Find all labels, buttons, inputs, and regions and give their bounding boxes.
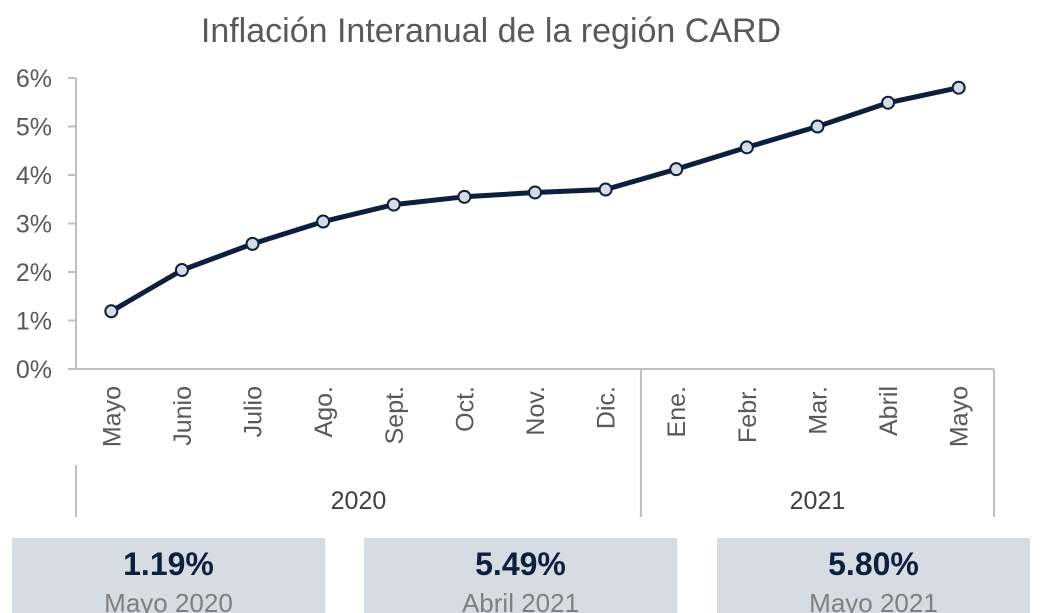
summary-card-may-2020: 1.19% Mayo 2020 [12,538,325,613]
data-point [245,236,260,251]
data-point [174,263,189,278]
y-tick-label: 6% [16,65,52,93]
x-tick-label: Mar. [804,386,832,435]
series-points [104,80,966,319]
x-tick-label: Sept. [381,386,409,444]
x-axis-year-groups: 2020 2021 [331,369,846,517]
y-axis-ticks: 0% 1% 2% 3% 4% 5% 6% [16,65,76,384]
year-group-label: 2021 [790,487,846,515]
data-point [598,182,613,197]
data-point [528,185,542,200]
data-point [316,214,331,229]
summary-card-may-2021: 5.80% Mayo 2021 [717,538,1030,613]
y-tick-label: 0% [16,356,52,384]
card-label: Mayo 2020 [104,588,233,613]
data-point [739,140,754,155]
summary-card-apr-2021: 5.49% Abril 2021 [364,538,677,613]
card-value: 5.49% [475,546,566,582]
data-point [669,162,684,177]
data-point [457,189,472,204]
x-tick-label: Ene. [663,386,691,437]
card-value: 1.19% [123,546,214,582]
x-tick-label: Nov. [522,386,550,436]
x-tick-label: Mayo [98,386,126,447]
x-tick-label: Febr. [734,386,762,443]
y-tick-label: 2% [16,259,52,287]
x-tick-label: Ago. [310,386,338,437]
data-point [386,197,401,212]
x-axis-ticks: Mayo Junio Julio Ago. Sept. Oct. Nov. Dic. Ene. F… [98,386,973,447]
x-tick-label: Mayo [946,386,974,447]
data-point [881,95,896,110]
card-label: Mayo 2021 [809,588,938,613]
x-tick-label: Junio [169,386,197,446]
chart-title: Inflación Interanual de la región CARD [201,12,781,50]
data-point [104,304,119,319]
y-tick-label: 5% [16,114,52,142]
data-point [810,119,825,134]
inflation-line [108,85,962,314]
card-value: 5.80% [828,546,919,582]
series-line [108,85,962,314]
y-tick-label: 1% [16,308,52,336]
data-point [951,80,966,95]
card-label: Abril 2021 [461,588,580,613]
y-tick-label: 3% [16,211,52,239]
y-tick-label: 4% [16,162,52,190]
line-chart: Inflación Interanual de la región CARD 0… [16,12,995,517]
x-tick-label: Oct. [451,386,479,432]
chart-axes [75,78,995,517]
year-group-label: 2020 [331,487,387,515]
x-tick-label: Julio [240,386,268,437]
x-tick-label: Abril [875,386,903,436]
x-tick-label: Dic. [593,386,621,429]
